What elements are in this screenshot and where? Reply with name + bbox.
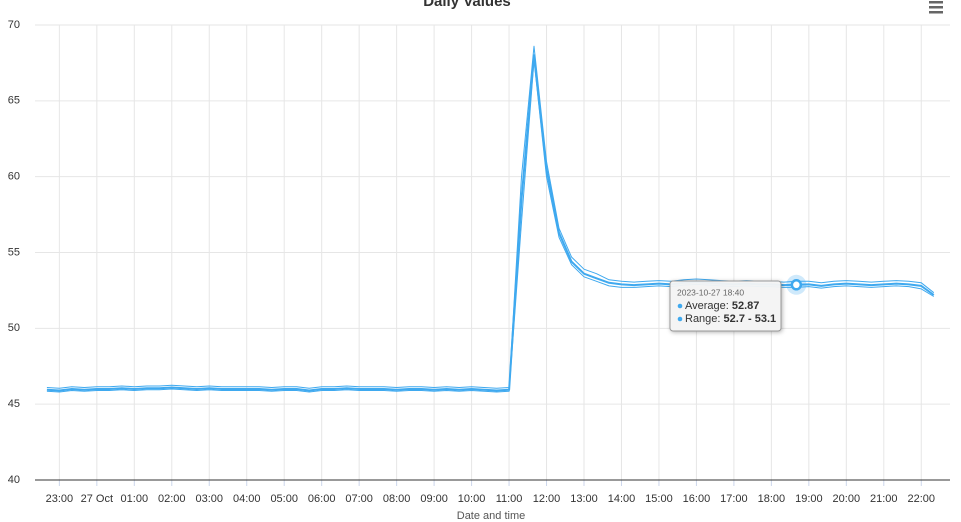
y-tick-label: 70 bbox=[8, 19, 20, 31]
menu-button[interactable] bbox=[929, 1, 943, 14]
y-tick-label: 55 bbox=[8, 246, 20, 258]
tooltip-box bbox=[669, 280, 782, 332]
tooltip-range: Range: 52.7 - 53.1 bbox=[685, 313, 776, 325]
x-tick-label: 12:00 bbox=[533, 493, 561, 505]
range-line bbox=[46, 45, 935, 389]
x-tick-label: 07:00 bbox=[345, 493, 373, 505]
tooltip: 2023-10-27 18:40 Average: 52.87 Range: 5… bbox=[669, 280, 782, 332]
x-tick-label: 13:00 bbox=[570, 493, 598, 505]
x-tick-label: 19:00 bbox=[795, 493, 823, 505]
x-axis-title: Date and time bbox=[457, 510, 525, 522]
tooltip-average: Average: 52.87 bbox=[685, 300, 759, 312]
tooltip-bullet bbox=[677, 316, 683, 322]
x-tick-label: 20:00 bbox=[833, 493, 861, 505]
x-tick-label: 17:00 bbox=[720, 493, 748, 505]
x-tick-label: 04:00 bbox=[233, 493, 261, 505]
tooltip-value: 52.87 bbox=[732, 300, 760, 312]
x-tick-label: 03:00 bbox=[195, 493, 223, 505]
tooltip-label: Average: bbox=[685, 300, 732, 312]
y-tick-label: 65 bbox=[8, 95, 20, 107]
tooltip-title: 2023-10-27 18:40 bbox=[677, 287, 744, 297]
x-tick-label: 16:00 bbox=[683, 493, 711, 505]
x-tick-label: 22:00 bbox=[908, 493, 936, 505]
x-tick-label: 23:00 bbox=[46, 493, 74, 505]
menu-bar bbox=[929, 11, 943, 14]
tooltip-label: Range: bbox=[685, 313, 724, 325]
average-line bbox=[46, 54, 935, 392]
menu-bar bbox=[929, 6, 943, 9]
x-tick-label: 14:00 bbox=[608, 493, 636, 505]
grid: 40 45 50 55 60 65 70 23:00 27 Oct 01:00 02:00 03:00… bbox=[8, 19, 950, 505]
range-line bbox=[46, 59, 935, 393]
series bbox=[46, 45, 935, 393]
x-tick-label: 10:00 bbox=[458, 493, 486, 505]
y-tick-label: 50 bbox=[8, 322, 20, 334]
menu-bar bbox=[929, 1, 943, 4]
x-tick-label: 01:00 bbox=[121, 493, 149, 505]
tooltip-bullet bbox=[677, 303, 683, 309]
x-tick-label: 08:00 bbox=[383, 493, 411, 505]
x-tick-label: 02:00 bbox=[158, 493, 186, 505]
x-tick-label: 06:00 bbox=[308, 493, 336, 505]
x-tick-label: 27 Oct bbox=[81, 493, 113, 505]
y-tick-label: 60 bbox=[8, 171, 20, 183]
x-tick-label: 21:00 bbox=[870, 493, 898, 505]
x-tick-label: 05:00 bbox=[270, 493, 298, 505]
x-tick-label: 09:00 bbox=[420, 493, 448, 505]
y-tick-label: 40 bbox=[8, 474, 20, 486]
x-tick-label: 18:00 bbox=[758, 493, 786, 505]
chart-title: Daily Values bbox=[423, 0, 511, 10]
y-tick-label: 45 bbox=[8, 398, 20, 410]
x-tick-label: 15:00 bbox=[645, 493, 673, 505]
hover-marker bbox=[790, 279, 803, 291]
tooltip-value: 52.7 - 53.1 bbox=[724, 313, 777, 325]
x-tick-label: 11:00 bbox=[496, 493, 523, 505]
